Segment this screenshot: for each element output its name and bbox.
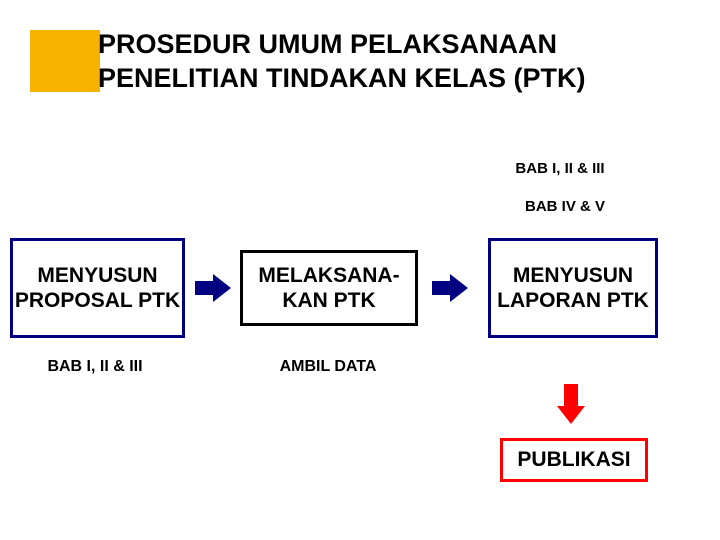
box-melaksanakan: MELAKSANA-KAN PTK <box>240 250 418 326</box>
arrow-melaksanakan-to-laporan <box>432 274 468 302</box>
title-accent-block <box>30 30 100 92</box>
box-proposal-label: MENYUSUN PROPOSAL PTK <box>13 263 182 313</box>
box-publikasi: PUBLIKASI <box>500 438 648 482</box>
annotation-bab45: BAB IV & V <box>505 198 625 215</box>
annotation-bab123-bottom: BAB I, II & III <box>25 358 165 376</box>
title-line-2: PENELITIAN TINDAKAN KELAS (PTK) <box>98 62 586 96</box>
arrow-proposal-to-melaksanakan <box>195 274 231 302</box>
box-melaksanakan-label: MELAKSANA-KAN PTK <box>243 263 415 313</box>
box-laporan-label: MENYUSUN LAPORAN PTK <box>491 263 655 313</box>
page-title: PROSEDUR UMUM PELAKSANAAN PENELITIAN TIN… <box>98 28 586 96</box>
box-laporan: MENYUSUN LAPORAN PTK <box>488 238 658 338</box>
title-line-1: PROSEDUR UMUM PELAKSANAAN <box>98 28 586 62</box>
annotation-ambil-data: AMBIL DATA <box>258 358 398 376</box>
box-proposal: MENYUSUN PROPOSAL PTK <box>10 238 185 338</box>
annotation-bab123-top: BAB I, II & III <box>490 160 630 177</box>
box-publikasi-label: PUBLIKASI <box>517 447 630 472</box>
arrow-laporan-to-publikasi <box>557 384 585 424</box>
